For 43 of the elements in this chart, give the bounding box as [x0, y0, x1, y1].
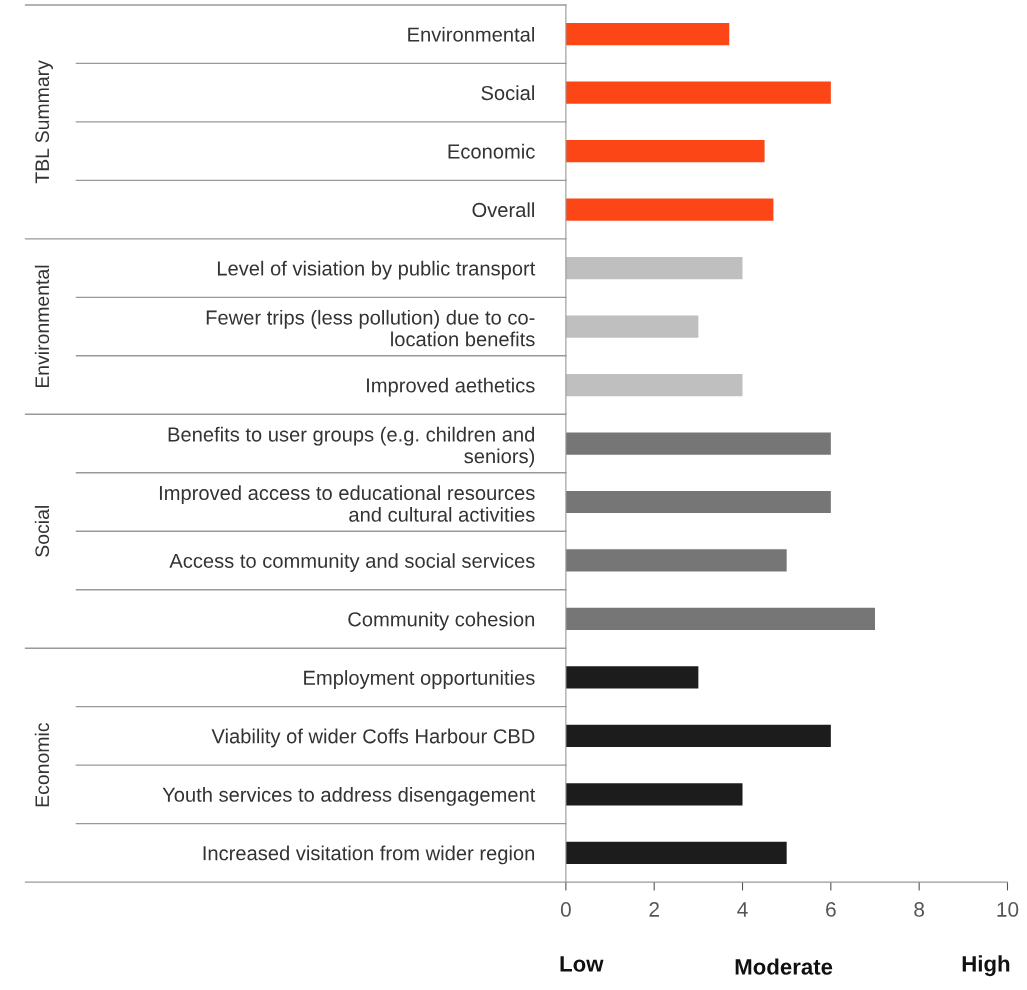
y-tick-label: Level of visiation by public transport [217, 260, 536, 280]
bar [565, 140, 765, 163]
y-tick-label: Fewer trips (less pollution) due to co- location benefits [206, 309, 535, 347]
bar [565, 666, 699, 689]
y-tick-label: Employment opportunities [304, 670, 535, 689]
text: Low [560, 956, 604, 972]
bar [565, 549, 787, 572]
x-tick-label: 6 [826, 902, 836, 917]
bar [565, 315, 699, 338]
bar [565, 724, 831, 748]
y-tick-label: Social [481, 85, 534, 101]
text: Economic [34, 722, 50, 807]
bar [565, 198, 774, 221]
x-tick-label: 4 [737, 902, 748, 917]
y-tick-label: Benefits to user groups (e.g. children and seniors) [168, 426, 535, 468]
x-tick-label: 2 [649, 902, 659, 917]
bar [565, 23, 730, 46]
y-tick-label: Overall [472, 202, 534, 218]
text: TBL Summary [35, 60, 53, 184]
text: Social [34, 506, 50, 557]
bar [565, 373, 743, 397]
text: Environmental [34, 265, 50, 388]
y-tick-label: Increased visitation from wider region [203, 845, 535, 865]
bar [565, 490, 831, 514]
y-tick-label: Access to community and social services [169, 553, 535, 572]
x-tick-label: 10 [997, 902, 1019, 917]
text: High [962, 955, 1010, 977]
bar [565, 256, 743, 280]
text: Moderate [735, 958, 833, 975]
bar [565, 607, 875, 631]
y-tick-label: Community cohesion [348, 611, 535, 631]
y-tick-label: Viability of wider Coffs Harbour CBD [211, 728, 535, 748]
bar [565, 81, 831, 104]
x-tick-label: 0 [560, 902, 571, 917]
y-tick-label: Improved aethetics [367, 377, 535, 397]
bar [565, 432, 831, 455]
y-tick-label: Youth services to address disengagement [162, 787, 536, 806]
bar [565, 783, 743, 806]
bar [565, 841, 787, 864]
y-tick-label: Improved access to educational resources and cultural activities [159, 485, 535, 522]
y-tick-label: Economic [448, 143, 535, 159]
y-tick-label: Environmental [408, 26, 534, 42]
x-tick-label: 8 [914, 902, 925, 917]
